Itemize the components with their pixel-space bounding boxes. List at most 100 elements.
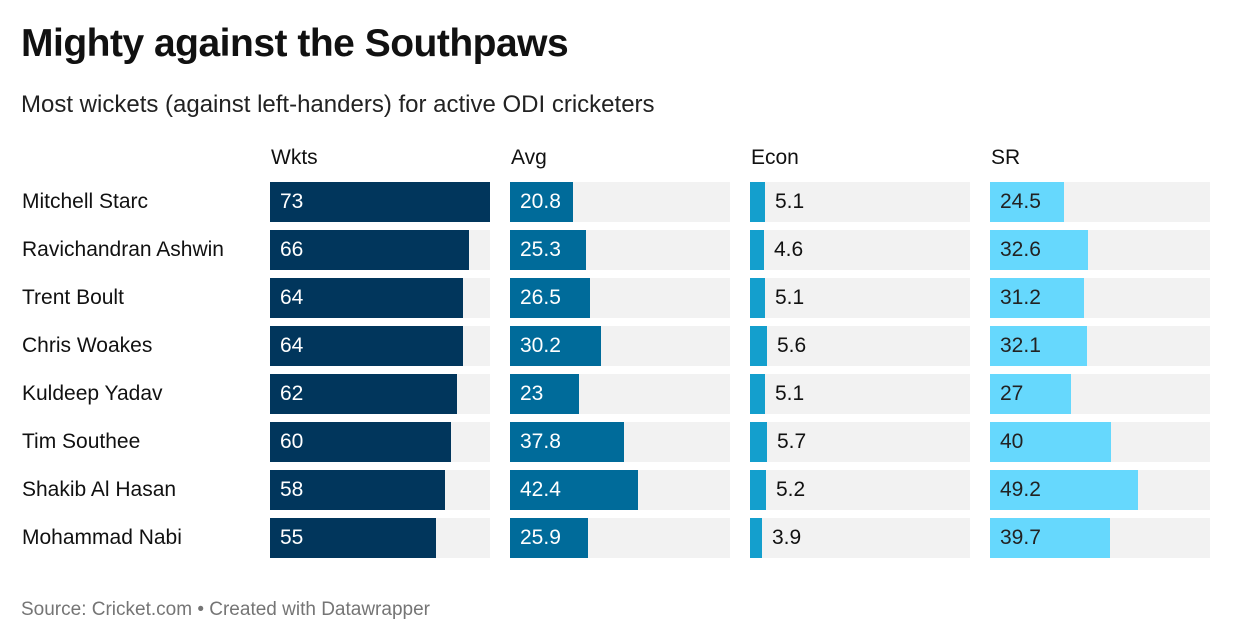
player-name: Mohammad Nabi (22, 526, 182, 549)
value-label: 37.8 (520, 430, 561, 453)
value-label: 5.1 (775, 190, 805, 213)
bar-track: 66 (270, 230, 490, 270)
bar-econ (750, 470, 766, 510)
value-label: 5.2 (776, 478, 806, 501)
bar-track: 25.9 (510, 518, 730, 558)
value-label: 5.1 (775, 286, 805, 309)
bar-track: 60 (270, 422, 490, 462)
bar-track: 20.8 (510, 182, 730, 222)
bar-track: 42.4 (510, 470, 730, 510)
bar-track: 25.3 (510, 230, 730, 270)
bar-sr (990, 518, 1110, 558)
bar-avg (510, 182, 573, 222)
value-label: 25.9 (520, 526, 561, 549)
value-label: 42.4 (520, 478, 561, 501)
value-label: 62 (280, 382, 304, 405)
bar-track: 26.5 (510, 278, 730, 318)
bar-track: 55 (270, 518, 490, 558)
value-label: 31.2 (1000, 286, 1041, 309)
bar-econ (750, 518, 762, 558)
player-name: Shakib Al Hasan (22, 478, 177, 501)
bar-track: 32.6 (990, 230, 1210, 270)
bar-wkts (270, 326, 463, 366)
value-label: 32.6 (1000, 238, 1041, 261)
bar-wkts (270, 230, 469, 270)
value-label: 40 (1000, 430, 1024, 453)
column-header-avg: Avg (511, 146, 547, 169)
source-footer: Source: Cricket.com • Created with Dataw… (21, 599, 430, 620)
bar-wkts (270, 182, 490, 222)
value-label: 5.6 (777, 334, 807, 357)
value-label: 26.5 (520, 286, 561, 309)
value-label: 4.6 (774, 238, 804, 261)
value-label: 49.2 (1000, 478, 1041, 501)
value-label: 24.5 (1000, 190, 1041, 213)
bar-track: 39.7 (990, 518, 1210, 558)
player-name: Tim Southee (22, 430, 141, 453)
bar-track: 5.1 (750, 182, 970, 222)
bar-track: 64 (270, 278, 490, 318)
bar-track: 37.8 (510, 422, 730, 462)
bar-track: 27 (990, 374, 1210, 414)
bar-wkts (270, 470, 445, 510)
value-label: 30.2 (520, 334, 561, 357)
bar-econ (750, 422, 767, 462)
value-label: 60 (280, 430, 304, 453)
bar-track: 5.6 (750, 326, 970, 366)
value-label: 73 (280, 190, 304, 213)
bar-avg (510, 374, 579, 414)
bar-sr (990, 326, 1087, 366)
bar-avg (510, 470, 638, 510)
bar-sr (990, 182, 1064, 222)
bar-track: 40 (990, 422, 1210, 462)
bar-avg (510, 422, 624, 462)
bar-econ (750, 326, 767, 366)
value-label: 3.9 (772, 526, 802, 549)
value-label: 32.1 (1000, 334, 1041, 357)
bar-econ (750, 230, 764, 270)
player-name: Chris Woakes (22, 334, 153, 357)
value-label: 64 (280, 334, 304, 357)
bar-econ (750, 278, 765, 318)
bar-track: 5.7 (750, 422, 970, 462)
value-label: 66 (280, 238, 304, 261)
bar-track: 58 (270, 470, 490, 510)
value-label: 39.7 (1000, 526, 1041, 549)
value-label: 64 (280, 286, 304, 309)
bar-track: 5.2 (750, 470, 970, 510)
value-label: 55 (280, 526, 304, 549)
bar-sr (990, 422, 1111, 462)
value-label: 20.8 (520, 190, 561, 213)
bar-track: 64 (270, 326, 490, 366)
value-label: 58 (280, 478, 304, 501)
column-header-econ: Econ (751, 146, 799, 169)
bar-track: 32.1 (990, 326, 1210, 366)
bar-track: 31.2 (990, 278, 1210, 318)
bar-track: 5.1 (750, 278, 970, 318)
bar-track: 3.9 (750, 518, 970, 558)
bar-sr (990, 470, 1138, 510)
player-name: Ravichandran Ashwin (22, 238, 224, 261)
bar-wkts (270, 518, 436, 558)
bar-wkts (270, 374, 457, 414)
bar-track: 30.2 (510, 326, 730, 366)
bar-track: 4.6 (750, 230, 970, 270)
bar-econ (750, 374, 765, 414)
bar-track: 49.2 (990, 470, 1210, 510)
bar-avg (510, 278, 590, 318)
value-label: 25.3 (520, 238, 561, 261)
value-label: 27 (1000, 382, 1024, 405)
value-label: 5.1 (775, 382, 805, 405)
bar-track: 5.1 (750, 374, 970, 414)
column-header-sr: SR (991, 146, 1021, 169)
bar-sr (990, 278, 1084, 318)
bar-avg (510, 518, 588, 558)
bar-sr (990, 374, 1071, 414)
chart-title: Mighty against the Southpaws (21, 22, 569, 65)
bar-sr (990, 230, 1088, 270)
bar-track: 23 (510, 374, 730, 414)
bar-wkts (270, 278, 463, 318)
player-name: Mitchell Starc (22, 190, 149, 213)
bar-track: 62 (270, 374, 490, 414)
player-name: Trent Boult (22, 286, 124, 309)
